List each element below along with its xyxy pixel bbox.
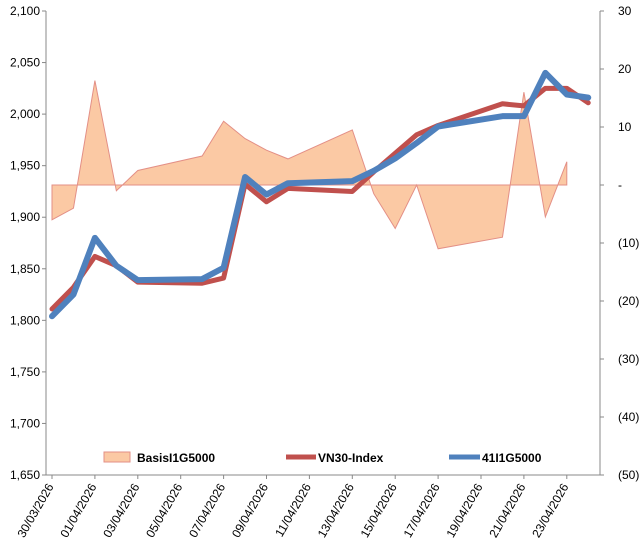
x-tick-label: 30/03/2026 [14, 481, 56, 540]
basis-area [51, 80, 568, 250]
left-tick-label: 1,700 [10, 416, 40, 430]
legend-label-vn30: VN30-Index [318, 451, 384, 465]
right-tick-label: (30) [618, 352, 639, 366]
left-tick-label: 2,100 [10, 4, 40, 18]
41i1g5000-line [49, 69, 592, 320]
legend-label-41i1g5000: 41I1G5000 [482, 451, 542, 465]
x-tick-label: 17/04/2026 [401, 481, 443, 540]
legend-label-basis: BasisI1G5000 [137, 451, 215, 465]
left-tick-label: 1,900 [10, 210, 40, 224]
x-tick-label: 09/04/2026 [229, 481, 271, 540]
left-tick-label: 1,650 [10, 468, 40, 482]
legend-swatch-basis [103, 451, 131, 463]
x-tick-label: 19/04/2026 [443, 481, 485, 540]
x-tick-label: 23/04/2026 [529, 481, 571, 540]
price-lines-layer [49, 69, 592, 320]
right-tick-label: - [618, 178, 622, 192]
right-tick-label: (20) [618, 294, 639, 308]
x-tick-label: 01/04/2026 [57, 481, 99, 540]
left-tick-label: 2,050 [10, 56, 40, 70]
right-tick-label: (40) [618, 410, 639, 424]
left-tick-label: 2,000 [10, 107, 40, 121]
left-tick-label: 1,850 [10, 262, 40, 276]
right-tick-label: 10 [618, 120, 632, 134]
right-tick-label: 30 [618, 4, 632, 18]
x-tick-label: 05/04/2026 [143, 481, 185, 540]
x-tick-label: 03/04/2026 [100, 481, 142, 540]
left-tick-label: 1,950 [10, 159, 40, 173]
left-tick-label: 1,800 [10, 313, 40, 327]
right-tick-label: 20 [618, 62, 632, 76]
x-tick-label: 15/04/2026 [358, 481, 400, 540]
left-tick-label: 1,750 [10, 365, 40, 379]
x-tick-label: 13/04/2026 [315, 481, 357, 540]
right-tick-label: (10) [618, 236, 639, 250]
right-tick-label: (50) [618, 468, 639, 482]
x-tick-label: 11/04/2026 [272, 481, 314, 540]
x-tick-label: 07/04/2026 [186, 481, 228, 540]
legend: BasisI1G5000 VN30-Index 41I1G5000 [103, 451, 542, 465]
x-tick-label: 21/04/2026 [486, 481, 528, 540]
